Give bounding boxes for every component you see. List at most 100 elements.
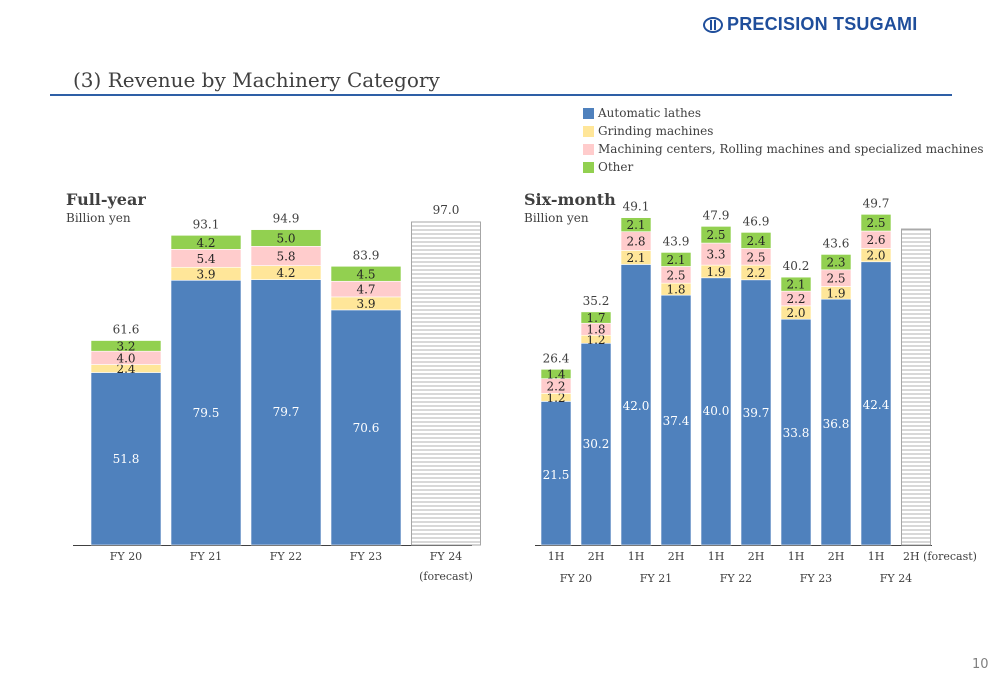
legend-label: Machining centers, Rolling machines and … — [598, 142, 984, 156]
legend-item: Other — [583, 158, 984, 176]
six-month-value-label: 1.8 — [586, 323, 605, 337]
six-month-value-label: 2.5 — [826, 272, 845, 286]
full-year-category-label: FY 21 — [190, 550, 222, 563]
six-month-value-label: 3.3 — [706, 248, 725, 262]
six-month-group-label: FY 21 — [640, 572, 672, 585]
six-month-bar-segment-automatic-lathes — [700, 277, 732, 546]
six-month-value-label: 1.7 — [586, 311, 605, 325]
full-year-bar-segment-other — [170, 235, 242, 250]
six-month-bar-segment-other — [580, 311, 612, 324]
full-year-category-sublabel: (forecast) — [419, 570, 473, 583]
six-month-value-label: 2.2 — [786, 292, 805, 306]
six-month-group-label: FY 24 — [880, 572, 912, 585]
full-year-value-label: 79.5 — [193, 406, 220, 420]
legend-label: Other — [598, 160, 634, 174]
six-month-value-label: 2.5 — [706, 228, 725, 242]
full-year-unit-label: Billion yen — [66, 211, 131, 225]
six-month-total-label: 40.2 — [783, 259, 810, 273]
six-month-value-label: 1.8 — [666, 283, 685, 297]
full-year-bar-segment-other — [250, 229, 322, 247]
six-month-value-label: 2.1 — [786, 278, 805, 292]
six-month-value-label: 37.4 — [663, 414, 690, 428]
full-year-category-label: FY 22 — [270, 550, 302, 563]
six-month-value-label: 42.4 — [863, 398, 890, 412]
legend-item: Machining centers, Rolling machines and … — [583, 140, 984, 158]
six-month-bar-segment-other — [820, 254, 852, 271]
six-month-group-label: FY 22 — [720, 572, 752, 585]
six-month-bar-segment-other — [540, 369, 572, 379]
legend-swatch-other — [583, 161, 594, 173]
six-month-value-label: 39.7 — [743, 406, 770, 420]
legend-item: Automatic lathes — [583, 104, 984, 122]
legend: Automatic lathes Grinding machines Machi… — [583, 104, 984, 176]
six-month-value-label: 30.2 — [583, 437, 610, 451]
six-month-group-label: FY 23 — [800, 572, 832, 585]
six-month-category-label: 2H — [588, 550, 605, 563]
full-year-value-label: 3.2 — [116, 339, 135, 353]
six-month-value-label: 1.4 — [546, 367, 565, 381]
full-year-value-label: 3.9 — [356, 297, 375, 311]
page-number: 10 — [972, 657, 989, 672]
six-month-value-label: 1.2 — [546, 391, 565, 405]
six-month-value-label: 21.5 — [543, 468, 570, 482]
six-month-value-label: 2.5 — [866, 216, 885, 230]
six-month-value-label: 2.0 — [866, 249, 885, 263]
six-month-chart-title: Six-month — [524, 190, 616, 209]
six-month-total-label: 47.9 — [703, 208, 730, 222]
six-month-value-label: 2.1 — [666, 253, 685, 267]
six-month-bar-segment-automatic-lathes — [620, 264, 652, 546]
full-year-value-label: 5.0 — [276, 231, 295, 245]
legend-item: Grinding machines — [583, 122, 984, 140]
legend-label: Automatic lathes — [598, 106, 701, 120]
full-year-value-label: 4.2 — [196, 236, 215, 250]
six-month-bar-segment-automatic-lathes — [820, 298, 852, 546]
six-month-bar-segment-other — [620, 217, 652, 233]
full-year-total-label: 61.6 — [113, 323, 140, 337]
six-month-category-label: 1H — [548, 550, 565, 563]
six-month-value-label: 1.9 — [826, 286, 845, 300]
six-month-value-label: 2.4 — [746, 234, 765, 248]
six-month-category-label: 1H — [708, 550, 725, 563]
six-month-value-label: 2.1 — [626, 218, 645, 232]
six-month-value-label: 2.1 — [626, 251, 645, 265]
full-year-value-label: 70.6 — [353, 421, 380, 435]
full-year-bar-segment-other — [90, 340, 162, 352]
six-month-bar-segment-automatic-lathes — [540, 401, 572, 546]
six-month-total-label: 49.7 — [863, 196, 890, 210]
six-month-value-label: 2.2 — [746, 266, 765, 280]
six-month-value-label: 2.3 — [826, 256, 845, 270]
full-year-chart-title: Full-year — [66, 190, 146, 209]
six-month-bar-segment-other — [780, 276, 812, 292]
six-month-value-label: 2.2 — [546, 380, 565, 394]
six-month-value-label: 2.8 — [626, 235, 645, 249]
full-year-value-label: 2.4 — [116, 362, 135, 376]
full-year-bar-segment-automatic-lathes — [250, 279, 322, 546]
logo-icon — [703, 16, 723, 33]
full-year-value-label: 4.7 — [356, 283, 375, 297]
full-year-value-label: 51.8 — [113, 452, 140, 466]
full-year-value-label: 4.2 — [276, 266, 295, 280]
six-month-value-label: 2.5 — [666, 268, 685, 282]
six-month-value-label: 2.0 — [786, 306, 805, 320]
full-year-forecast-bar — [411, 221, 481, 546]
legend-swatch-automatic-lathes — [583, 107, 594, 119]
six-month-value-label: 36.8 — [823, 417, 850, 431]
full-year-value-label: 3.9 — [196, 267, 215, 281]
six-month-category-label: 2H — [828, 550, 845, 563]
full-year-bar-segment-automatic-lathes — [90, 372, 162, 546]
brand-logo: PRECISION TSUGAMI — [703, 14, 917, 35]
full-year-value-label: 5.8 — [276, 249, 295, 263]
six-month-total-label: 49.1 — [623, 200, 650, 214]
brand-name: PRECISION TSUGAMI — [727, 14, 918, 34]
six-month-category-label: 2H — [668, 550, 685, 563]
six-month-category-label: 2H — [748, 550, 765, 563]
full-year-value-label: 5.4 — [196, 252, 215, 266]
six-month-value-label: 2.5 — [746, 250, 765, 264]
six-month-bar-segment-other — [700, 226, 732, 244]
six-month-unit-label: Billion yen — [524, 211, 589, 225]
six-month-bar-segment-other — [660, 252, 692, 267]
six-month-bar-segment-automatic-lathes — [780, 318, 812, 546]
full-year-bar-segment-automatic-lathes — [330, 309, 402, 546]
full-year-value-label: 4.5 — [356, 267, 375, 281]
six-month-total-label: 35.2 — [583, 294, 610, 308]
